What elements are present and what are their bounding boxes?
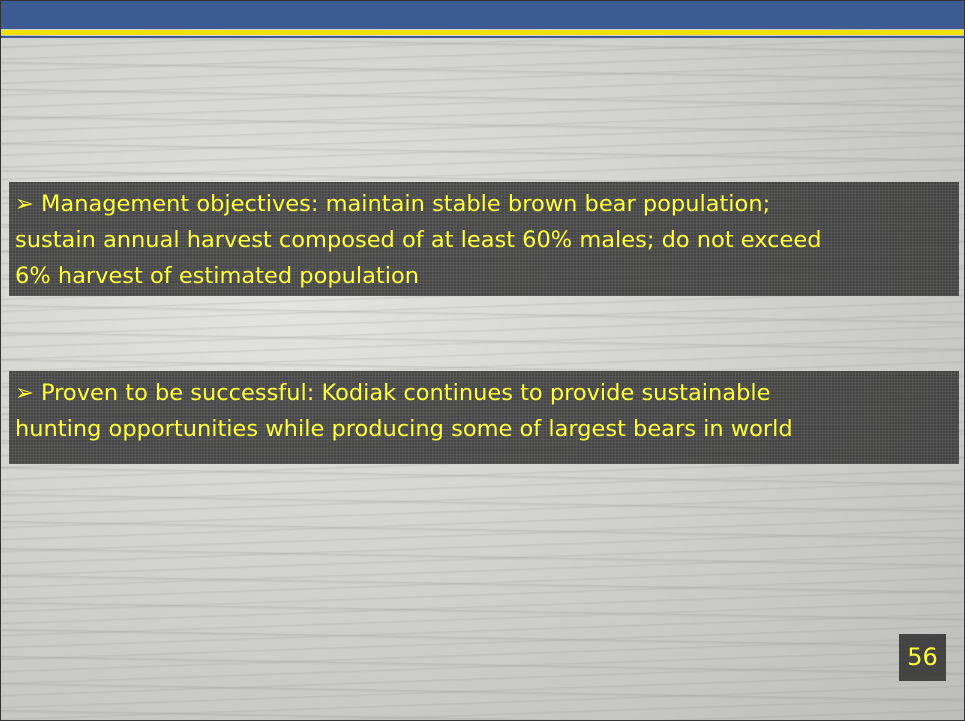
text-line: ➢ Management objectives: maintain stable… [15,191,771,217]
text-line: hunting opportunities while producing so… [15,416,793,442]
header-line [1,36,964,38]
header-stripe [1,30,964,35]
slide-number: 56 [899,634,946,681]
text-line: sustain annual harvest composed of at le… [15,227,822,253]
bullet-box: ➢ Proven to be successful: Kodiak contin… [9,371,959,464]
text-line: 6% harvest of estimated population [15,263,420,289]
text-line: ➢ Proven to be successful: Kodiak contin… [15,380,771,406]
bullet-box: ➢ Management objectives: maintain stable… [9,182,959,296]
header-bar [1,1,964,29]
